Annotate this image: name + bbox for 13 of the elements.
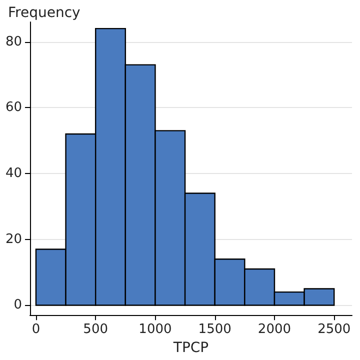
x-axis-title: TPCP: [172, 340, 209, 356]
y-tick-label: 60: [5, 100, 22, 116]
x-tick-label: 1500: [198, 322, 232, 338]
x-tick-label: 500: [83, 322, 108, 338]
y-tick-label: 0: [14, 298, 22, 313]
y-tick-label: 80: [5, 34, 22, 50]
x-tick-label: 0: [32, 322, 40, 338]
x-tick-label: 2500: [318, 322, 351, 338]
y-tick-label: 40: [5, 166, 22, 181]
x-tick-label: 1000: [138, 322, 172, 338]
y-tick-label: 20: [5, 232, 22, 247]
x-tick-label: 2000: [258, 322, 292, 338]
y-axis-title: Frequency: [8, 5, 80, 21]
